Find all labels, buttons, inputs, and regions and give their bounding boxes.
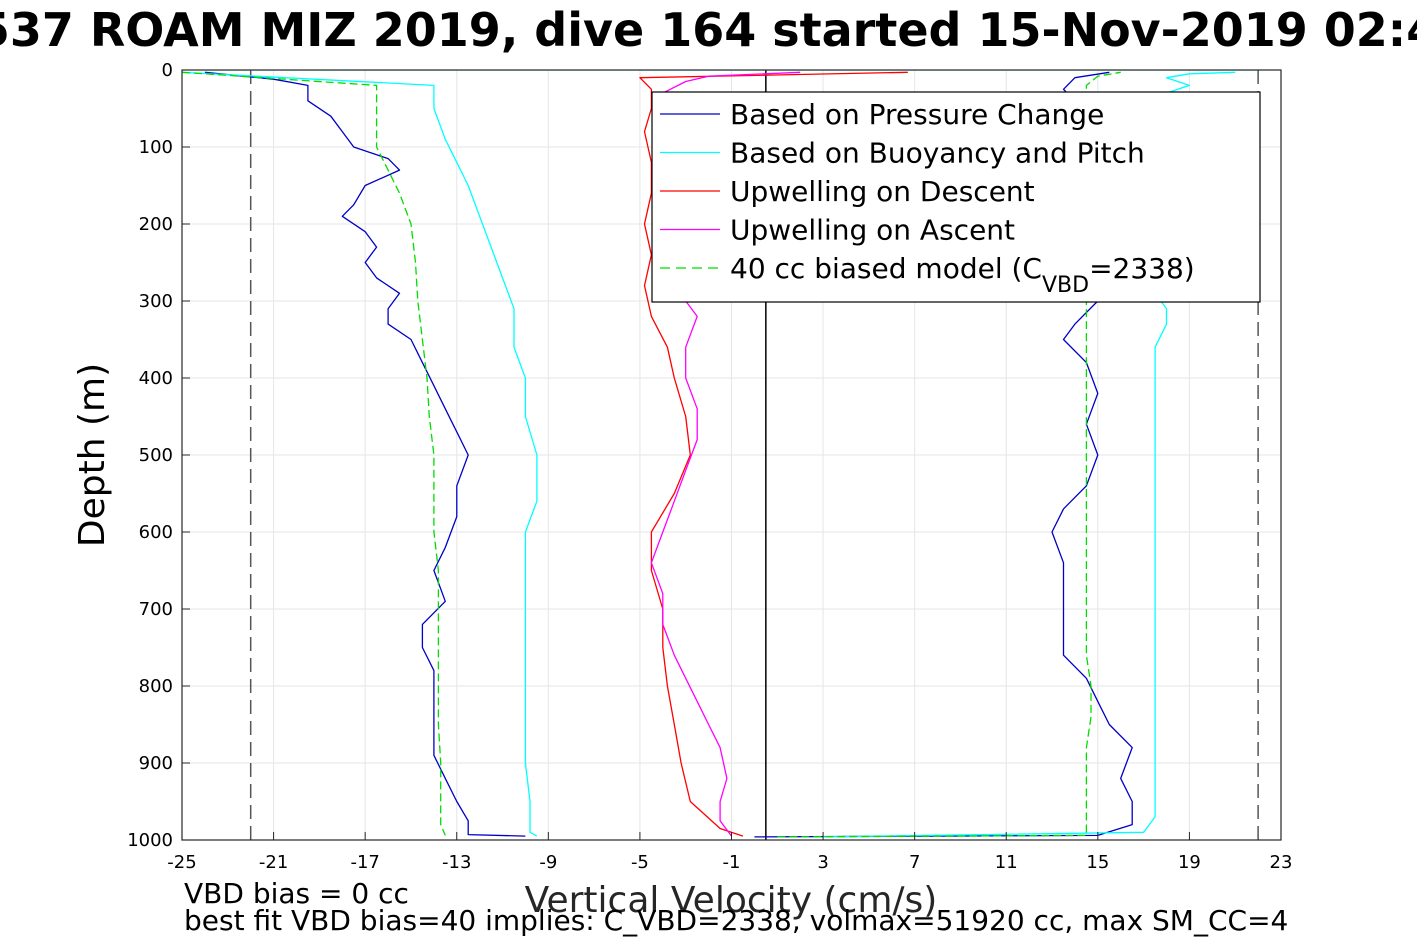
legend-box — [651, 91, 1261, 303]
y-tick-label: 0 — [162, 60, 173, 81]
series-line-model-ascent — [777, 293, 1092, 838]
x-tick-label: -5 — [631, 852, 649, 873]
vbd-bias-note: VBD bias = 0 cc — [184, 877, 409, 910]
legend-label-subscript: VBD — [1042, 273, 1089, 298]
series-line-buoyancy-ascent — [823, 292, 1168, 838]
x-tick-label: -17 — [350, 852, 379, 873]
x-tick-label: 19 — [1178, 852, 1201, 873]
y-tick-label: 100 — [139, 137, 173, 158]
legend-label-tail: =2338) — [1089, 252, 1195, 285]
chart-title: 537 ROAM MIZ 2019, dive 164 started 15-N… — [0, 3, 1417, 57]
x-tick-label: 15 — [1086, 852, 1109, 873]
y-tick-label: 400 — [139, 368, 173, 389]
series-line-buoyancy-descent — [182, 71, 538, 837]
tick-labels: -25 -21 -17 -13 -9 -5 -1 3 7 11 15 19 23010020030040… — [127, 60, 1292, 873]
x-tick-label: 7 — [909, 852, 920, 873]
legend-entry-label: Based on Pressure Change — [730, 98, 1104, 131]
x-tick-label: -1 — [723, 852, 741, 873]
series-line-pressure-descent — [204, 71, 526, 837]
series-line-upwelling-descent — [639, 71, 908, 837]
y-axis-label: Depth (m) — [72, 363, 113, 547]
legend-entry-label: Upwelling on Descent — [730, 175, 1035, 208]
y-tick-label: 200 — [139, 214, 173, 235]
x-tick-label: 23 — [1270, 852, 1293, 873]
series-line-pressure-ascent — [754, 285, 1133, 838]
series-line-buoyancy-ascent-top — [1143, 71, 1236, 102]
legend: Based on Pressure Change Based on Buoyanc… — [651, 91, 1261, 303]
y-tick-label: 700 — [139, 599, 173, 620]
x-tick-label: -13 — [442, 852, 471, 873]
x-tick-label: -9 — [539, 852, 557, 873]
y-tick-label: 600 — [139, 522, 173, 543]
series-line-upwelling-ascent — [650, 300, 733, 837]
legend-entry-label: Based on Buoyancy and Pitch — [730, 137, 1145, 170]
y-tick-label: 500 — [139, 445, 173, 466]
legend-entry-label: Upwelling on Ascent — [730, 214, 1015, 247]
y-tick-label: 900 — [139, 753, 173, 774]
y-tick-label: 300 — [139, 291, 173, 312]
legend-label-main: 40 cc biased model (C — [730, 252, 1042, 285]
y-tick-label: 1000 — [127, 830, 173, 851]
x-axis-label: Vertical Velocity (cm/s) — [525, 880, 938, 921]
x-tick-label: 3 — [817, 852, 828, 873]
series-line-model-descent — [182, 71, 446, 836]
series-group — [182, 70, 1259, 838]
x-tick-label: -21 — [259, 852, 288, 873]
best-fit-note: best fit VBD bias=40 implies: C_VBD=2338… — [184, 904, 1288, 937]
x-tick-label: -25 — [167, 852, 196, 873]
y-tick-label: 800 — [139, 676, 173, 697]
x-tick-label: 11 — [995, 852, 1018, 873]
legend-entry-label: 40 cc biased model (CVBD=2338) — [730, 252, 1195, 298]
